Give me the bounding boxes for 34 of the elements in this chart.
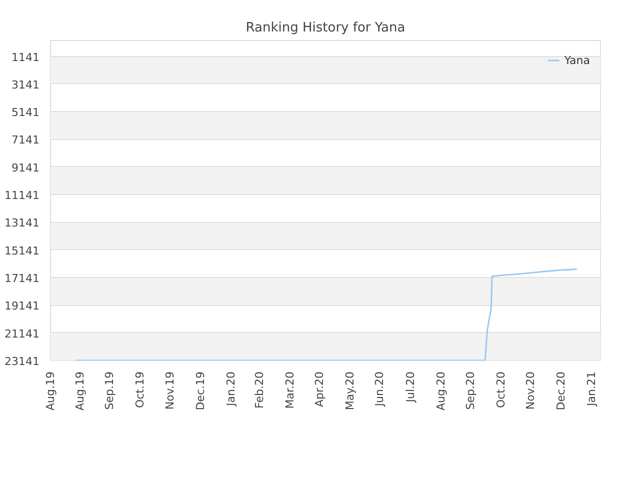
y-tick-label: 5141 bbox=[12, 106, 40, 120]
x-tick-label: Aug.19 bbox=[44, 371, 57, 410]
x-tick-label: Aug.19 bbox=[74, 371, 87, 410]
x-tick-label: Jan.20 bbox=[224, 371, 238, 407]
x-tick-label: Oct.20 bbox=[494, 371, 508, 408]
y-tick-label: 3141 bbox=[12, 78, 40, 92]
x-tick-label: Nov.19 bbox=[163, 372, 176, 410]
y-tick-label: 23141 bbox=[4, 355, 40, 368]
x-tick-label: Sep.20 bbox=[464, 371, 477, 410]
x-tick-label: Feb.20 bbox=[252, 371, 266, 408]
x-tick-label: Nov.20 bbox=[524, 372, 538, 410]
y-tick-label: 9141 bbox=[12, 161, 40, 174]
legend-label: Yana bbox=[564, 54, 590, 66]
x-tick-label: Apr.20 bbox=[313, 372, 326, 408]
x-tick-label: Dec.19 bbox=[194, 372, 207, 410]
x-tick-label: Sep.19 bbox=[103, 371, 116, 410]
y-tick-label: 13141 bbox=[4, 216, 40, 230]
y-tick-label: 11141 bbox=[4, 189, 40, 202]
x-tick-label: Jun.20 bbox=[373, 371, 386, 408]
x-tick-label: Mar.20 bbox=[284, 371, 297, 409]
x-tick-label: Dec.20 bbox=[554, 372, 568, 410]
x-tick-label: Aug.20 bbox=[434, 371, 448, 410]
y-tick-label: 17141 bbox=[4, 272, 40, 286]
x-tick-label: Jul.20 bbox=[404, 372, 417, 404]
chart-title: Ranking History for Yana bbox=[246, 20, 406, 36]
y-tick-label: 15141 bbox=[4, 244, 40, 258]
x-tick-label: Jan.21 bbox=[585, 371, 598, 407]
y-tick-label: 19141 bbox=[4, 300, 40, 313]
y-tick-label: 21141 bbox=[4, 327, 40, 340]
line-series bbox=[74, 268, 578, 360]
y-tick-label: 1141 bbox=[12, 50, 40, 64]
x-tick-label: Oct.19 bbox=[134, 371, 147, 408]
x-tick-label: May.20 bbox=[344, 371, 357, 410]
y-tick-label: 7141 bbox=[12, 134, 40, 147]
